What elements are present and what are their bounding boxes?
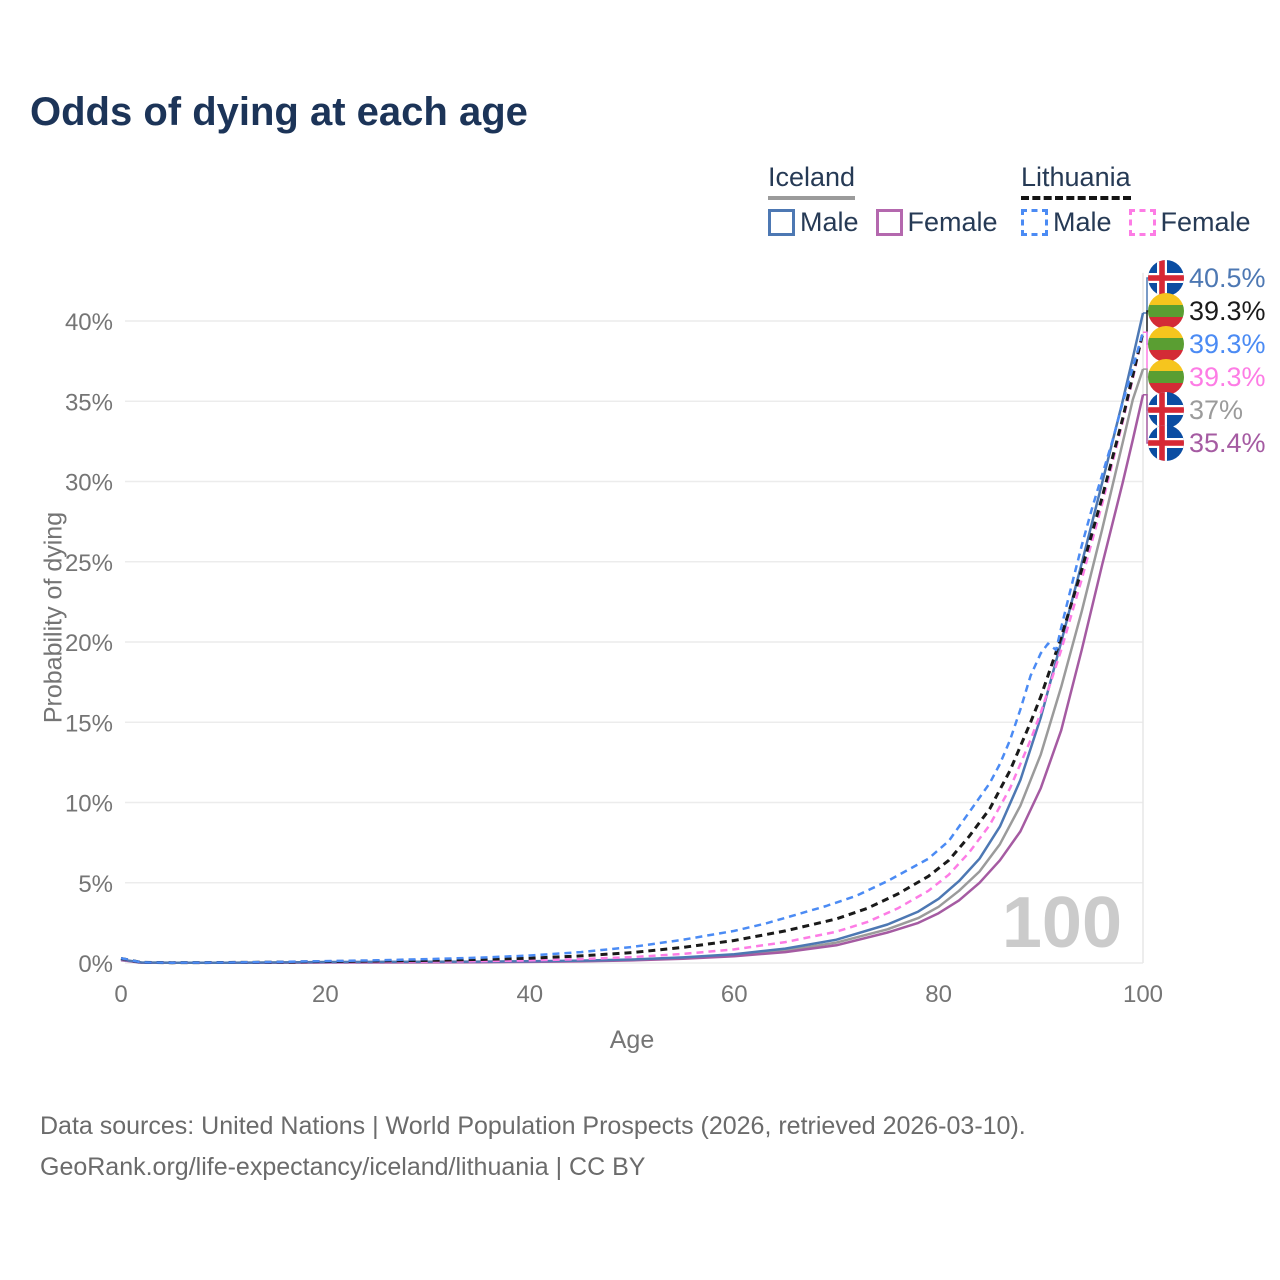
y-tick-label: 0%: [78, 951, 113, 978]
end-label-value-iceland_total: 37%: [1189, 395, 1243, 425]
y-tick-label: 35%: [65, 389, 113, 416]
legend-item-iceland-male[interactable]: Male: [768, 207, 859, 238]
x-tick-label: 60: [721, 981, 748, 1008]
legend-label-lithuania-female: Female: [1160, 207, 1251, 237]
age-watermark: 100: [1002, 883, 1122, 963]
legend-label-lithuania-male: Male: [1053, 207, 1112, 237]
iceland-male-swatch-icon: [768, 209, 795, 236]
x-axis-title: Age: [609, 1026, 655, 1054]
series-line-iceland_male[interactable]: [120, 312, 1145, 965]
x-tick-label: 80: [925, 981, 952, 1008]
series-line-iceland_total[interactable]: [120, 368, 1145, 965]
end-label-value-iceland_female: 35.4%: [1189, 428, 1266, 458]
y-tick-label: 5%: [78, 871, 113, 898]
legend-country-iceland[interactable]: Iceland: [768, 162, 856, 200]
lithuania-flag-icon: [1148, 326, 1184, 362]
y-tick-label: 15%: [65, 710, 113, 737]
legend-items-iceland: Male Female: [768, 207, 998, 238]
legend-label-iceland-female: Female: [907, 207, 998, 237]
y-tick-label: 10%: [65, 791, 113, 818]
y-tick-label: 25%: [65, 550, 113, 577]
x-tick-label: 0: [114, 981, 127, 1008]
x-tick-label: 100: [1123, 981, 1163, 1008]
y-tick-label: 40%: [65, 309, 113, 336]
page-title: Odds of dying at each age: [30, 90, 528, 134]
lithuania-female-swatch-icon: [1128, 209, 1156, 236]
legend-group-lithuania: Lithuania Male Female: [1021, 162, 1251, 238]
legend-item-lithuania-male[interactable]: Male: [1021, 207, 1112, 238]
data-source-line2: GeoRank.org/life-expectancy/iceland/lith…: [40, 1153, 646, 1181]
end-label-value-lithuania_male: 39.3%: [1189, 329, 1266, 359]
y-tick-label: 30%: [65, 470, 113, 497]
x-tick-label: 40: [516, 981, 543, 1008]
end-label-value-iceland_male: 40.5%: [1189, 263, 1266, 293]
legend-item-lithuania-female[interactable]: Female: [1128, 207, 1251, 238]
legend-country-iceland-label: Iceland: [768, 162, 856, 192]
iceland-flag-icon: [1148, 392, 1184, 428]
legend-items-lithuania: Male Female: [1021, 207, 1251, 238]
lithuania-male-swatch-icon: [1021, 209, 1048, 236]
end-label-value-lithuania_female: 39.3%: [1189, 362, 1266, 392]
legend-label-iceland-male: Male: [800, 207, 859, 237]
y-tick-label: 20%: [65, 630, 113, 657]
series-line-iceland_female[interactable]: [120, 394, 1145, 965]
iceland-female-swatch-icon: [875, 209, 903, 236]
series-line-lithuania_female[interactable]: [120, 331, 1145, 964]
end-label-value-lithuania_total: 39.3%: [1189, 296, 1266, 326]
legend-item-iceland-female[interactable]: Female: [875, 207, 998, 238]
series-line-lithuania_male[interactable]: [120, 331, 1145, 964]
series-line-lithuania_total[interactable]: [120, 331, 1145, 965]
x-tick-label: 20: [312, 981, 339, 1008]
legend-country-lithuania-label: Lithuania: [1021, 162, 1131, 192]
data-source-line1: Data sources: United Nations | World Pop…: [40, 1112, 1026, 1140]
legend-group-iceland: Iceland Male Female: [768, 162, 998, 238]
iceland-flag-icon: [1148, 260, 1184, 296]
legend-country-lithuania[interactable]: Lithuania: [1021, 162, 1131, 200]
iceland-flag-icon: [1148, 425, 1184, 461]
y-axis-title: Probability of dying: [39, 511, 68, 724]
lithuania-flag-icon: [1148, 359, 1184, 395]
lithuania-flag-icon: [1148, 293, 1184, 329]
data-source-footer: Data sources: United Nations | World Pop…: [40, 1106, 1026, 1188]
